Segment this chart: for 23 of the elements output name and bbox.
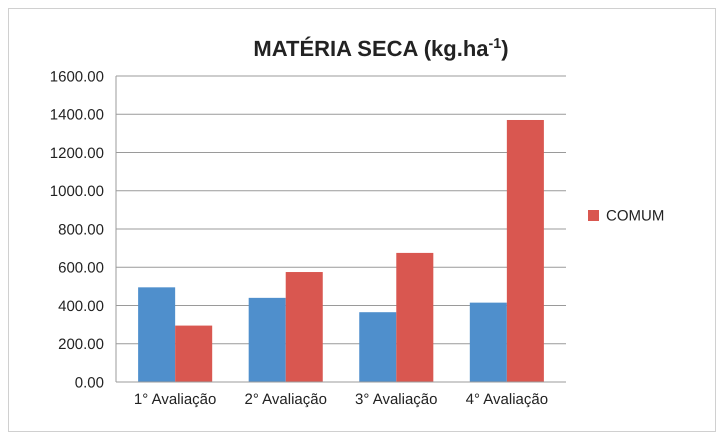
y-tick-label: 1600.00 bbox=[50, 68, 104, 86]
bar bbox=[396, 252, 434, 382]
y-tick-label: 800.00 bbox=[58, 221, 104, 238]
bar bbox=[359, 312, 396, 382]
x-tick-label: 4° Avaliação bbox=[466, 391, 548, 408]
legend-label: COMUM bbox=[606, 207, 664, 224]
bar bbox=[248, 298, 286, 382]
bar bbox=[175, 326, 212, 382]
chart-title: MATÉRIA SECA (kg.ha$^{-1}$) bbox=[253, 36, 509, 61]
y-tick-label: 1000.00 bbox=[50, 183, 104, 200]
x-tick-label: 1° Avaliação bbox=[134, 391, 216, 408]
bar bbox=[470, 302, 507, 382]
y-tick-label: 1400.00 bbox=[50, 106, 104, 124]
y-tick-label: 400.00 bbox=[58, 298, 104, 315]
bar bbox=[506, 120, 544, 382]
x-tick-label: 3° Avaliação bbox=[355, 391, 438, 408]
y-tick-label: 1200.00 bbox=[50, 144, 104, 162]
x-tick-label: 2° Avaliação bbox=[244, 391, 327, 408]
y-tick-label: 0.00 bbox=[74, 374, 104, 392]
bar bbox=[286, 272, 323, 382]
y-tick-label: 600.00 bbox=[58, 260, 104, 276]
bar bbox=[138, 287, 176, 382]
y-tick-label: 200.00 bbox=[58, 336, 104, 353]
